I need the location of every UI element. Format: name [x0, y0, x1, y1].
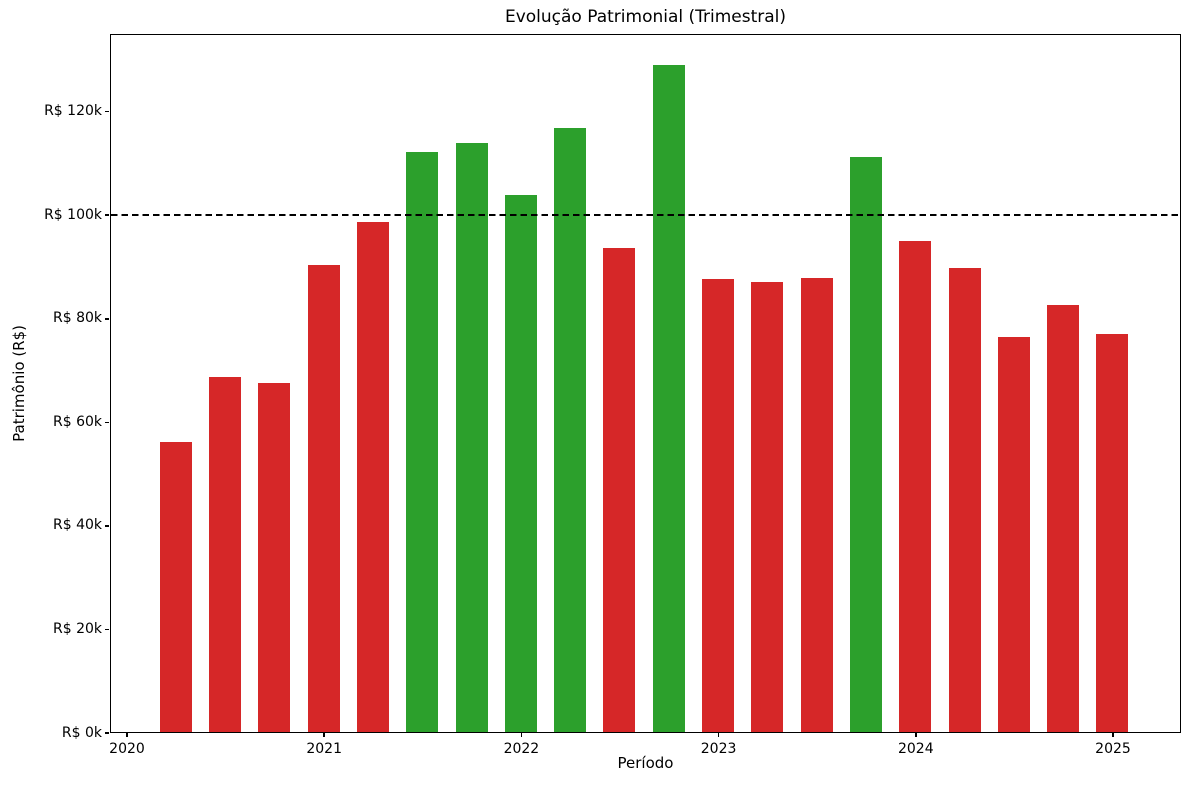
- y-tick-label: R$ 120k: [44, 103, 102, 120]
- bar-2021-Q4: [455, 142, 488, 732]
- x-tick-mark: [1112, 733, 1114, 737]
- x-tick-mark: [126, 733, 128, 737]
- chart-title: Evolução Patrimonial (Trimestral): [504, 7, 787, 27]
- y-tick-mark: [105, 110, 109, 113]
- y-tick-mark: [105, 317, 109, 320]
- y-tick-mark: [105, 732, 109, 734]
- bar-2024-Q2: [948, 267, 981, 732]
- y-tick-label: R$ 20k: [52, 620, 102, 637]
- bar-2025-Q1: [1096, 333, 1129, 732]
- bar-2022-Q4: [652, 65, 685, 732]
- x-tick-label: 2022: [503, 741, 540, 757]
- bar-2023-Q1: [702, 278, 734, 732]
- y-tick-mark: [105, 214, 109, 217]
- bar-2022-Q3: [603, 247, 636, 732]
- x-tick-label: 2023: [700, 741, 737, 757]
- y-tick-label: R$ 60k: [52, 413, 102, 430]
- y-tick-mark: [105, 421, 109, 424]
- x-tick-mark: [520, 733, 523, 737]
- bar-2021-Q2: [356, 222, 389, 732]
- y-tick-label: R$ 40k: [52, 517, 102, 534]
- x-tick-mark: [915, 733, 917, 737]
- bar-2020-Q2: [159, 442, 192, 732]
- plot-area: [110, 34, 1181, 733]
- bar-2024-Q4: [1047, 304, 1080, 732]
- bar-2021-Q3: [406, 151, 439, 732]
- x-tick-mark: [323, 733, 325, 737]
- threshold-line: [111, 213, 1180, 216]
- x-tick-label: 2024: [897, 741, 934, 757]
- bar-2024-Q1: [899, 240, 932, 732]
- x-tick-label: 2021: [306, 741, 342, 757]
- y-tick-label: R$ 0k: [61, 724, 102, 741]
- x-axis-label: Período: [617, 754, 674, 772]
- x-tick-label: 2020: [109, 741, 145, 757]
- bar-2020-Q3: [209, 376, 241, 732]
- bar-2022-Q2: [554, 127, 587, 732]
- bar-2021-Q1: [307, 264, 340, 732]
- y-tick-label: R$ 80k: [52, 310, 102, 327]
- bar-2023-Q2: [751, 281, 784, 732]
- bar-2022-Q1: [504, 194, 537, 732]
- x-tick-label: 2025: [1095, 741, 1131, 757]
- bar-2024-Q3: [997, 336, 1030, 732]
- bar-2023-Q3: [800, 277, 833, 732]
- y-tick-mark: [105, 525, 109, 527]
- y-tick-mark: [105, 628, 109, 631]
- bar-2023-Q4: [849, 157, 882, 732]
- bar-2020-Q4: [258, 383, 291, 732]
- x-tick-mark: [717, 733, 720, 737]
- y-tick-label: R$ 100k: [44, 206, 102, 223]
